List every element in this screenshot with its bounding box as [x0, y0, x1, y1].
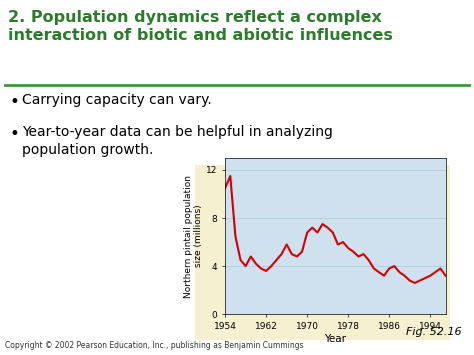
Text: •: •	[10, 125, 20, 143]
Text: Fig. 52.16: Fig. 52.16	[406, 327, 462, 337]
Text: Year-to-year data can be helpful in analyzing
population growth.: Year-to-year data can be helpful in anal…	[22, 125, 333, 157]
Text: 2. Population dynamics reflect a complex
interaction of biotic and abiotic influ: 2. Population dynamics reflect a complex…	[8, 10, 393, 43]
Text: Copyright © 2002 Pearson Education, Inc., publishing as Benjamin Cummings: Copyright © 2002 Pearson Education, Inc.…	[5, 341, 304, 350]
Bar	[195, 165, 450, 340]
Text: Carrying capacity can vary.: Carrying capacity can vary.	[22, 93, 212, 107]
X-axis label: Year: Year	[324, 334, 346, 344]
Y-axis label: Northern pintail population
size (millions): Northern pintail population size (millio…	[184, 175, 203, 297]
Text: •: •	[10, 93, 20, 111]
